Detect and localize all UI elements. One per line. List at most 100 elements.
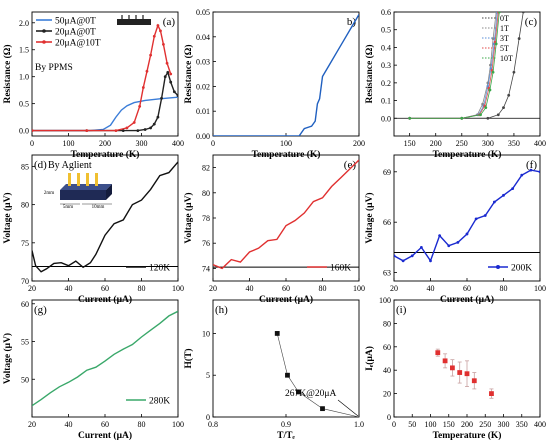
- legend-marker: [42, 29, 46, 33]
- data-point: [484, 106, 488, 110]
- data-point: [507, 93, 511, 97]
- y-tick-label: 2.0: [19, 19, 29, 28]
- data-point: [494, 42, 498, 46]
- legend-label: 50μA@0T: [55, 17, 96, 27]
- x-tick-label: 100: [172, 420, 184, 429]
- panel-8: 0.8 0.9 1.0 0 5 10 T/Tₑ H(T) (h) 267K@20μA: [183, 299, 364, 441]
- inset-label: 2mm: [44, 191, 54, 196]
- x-tick-label: 200: [353, 139, 365, 148]
- y-tick-label: 0.4: [381, 43, 391, 52]
- y-tick-label: 0.5: [381, 26, 391, 35]
- data-point: [456, 240, 460, 244]
- data-point: [447, 244, 451, 248]
- x-tick-label: 350: [508, 139, 520, 148]
- x-tick-label: 100: [280, 139, 292, 148]
- x-tick-label: 40: [65, 420, 73, 429]
- series-line: [213, 14, 359, 136]
- inset-schematic: 2mm 5mm 10mm: [44, 173, 112, 210]
- y-tick-label: 70: [21, 277, 29, 286]
- data-point: [479, 113, 482, 117]
- y-tick-label: 40: [383, 366, 391, 375]
- data-point: [136, 129, 140, 133]
- plot-frame: [393, 154, 541, 282]
- series-line: [32, 96, 178, 132]
- data-point: [435, 350, 441, 356]
- data-point: [156, 24, 160, 27]
- y-tick-label: 1.5: [19, 46, 29, 55]
- y-tick-label: 80: [383, 319, 391, 328]
- data-point: [483, 214, 487, 217]
- x-axis-label: Temperature (K): [433, 430, 502, 441]
- x-tick-label: 100: [534, 284, 546, 293]
- data-point: [121, 129, 125, 133]
- data-point: [502, 106, 505, 110]
- x-tick-label: 400: [534, 139, 546, 148]
- y-tick-label: 82: [202, 164, 210, 173]
- data-point: [138, 104, 142, 108]
- x-axis-label: Current (μA): [259, 294, 313, 305]
- x-axis-label: Temperature (K): [252, 149, 321, 160]
- panel-label: (f): [526, 159, 537, 171]
- x-tick-label: 20: [209, 284, 217, 293]
- x-tick-label: 300: [136, 139, 148, 148]
- x-tick-label: 350: [516, 420, 528, 429]
- data-point: [165, 61, 169, 65]
- legend-label: 200K: [511, 264, 532, 274]
- panel-9: 0 50 100 150 200 250 300 350 400020406080100Temp…: [364, 296, 546, 441]
- data-point: [429, 259, 432, 263]
- x-tick-label: 20: [28, 420, 36, 429]
- y-tick-label: 10: [202, 329, 210, 338]
- panel-4: 20 40 60 80 100 70 75 80 85 Current (μA) Voltage (…: [2, 154, 184, 305]
- data-point: [172, 90, 176, 94]
- plot-area: [408, 12, 525, 120]
- contact-pin: [95, 173, 98, 186]
- data-point: [32, 129, 34, 133]
- data-point: [85, 129, 89, 133]
- x-axis-label: Current (μA): [440, 294, 494, 305]
- data-point: [274, 331, 280, 336]
- legend-label: 20μA@10T: [55, 39, 101, 49]
- data-point: [145, 69, 149, 73]
- data-point: [517, 37, 521, 40]
- data-point: [486, 116, 490, 120]
- series-line: [409, 12, 498, 119]
- plot-frame: [212, 154, 360, 282]
- x-tick-label: 80: [319, 284, 327, 293]
- panel-label: b): [347, 16, 357, 28]
- annotation-text: By PPMS: [35, 63, 73, 73]
- legend-label: 1T: [500, 24, 509, 33]
- plot-area: [435, 348, 494, 399]
- data-point: [492, 200, 496, 204]
- data-point: [296, 389, 301, 395]
- y-tick-label: 0.5: [19, 100, 29, 109]
- x-tick-label: 100: [353, 284, 365, 293]
- schematic-top: [60, 184, 112, 190]
- data-point: [419, 246, 423, 249]
- device-body: [117, 19, 151, 25]
- annotation-text: By Aglient: [48, 160, 92, 171]
- data-point: [489, 391, 494, 396]
- data-point: [152, 34, 156, 38]
- legend-label: 0T: [500, 14, 509, 23]
- device-pin: [135, 15, 137, 19]
- x-tick-label: 400: [172, 139, 184, 148]
- x-tick-label: 40: [427, 284, 435, 293]
- y-tick-label: 76: [202, 239, 210, 248]
- series-line: [409, 12, 500, 119]
- y-axis-label: Voltage (μV): [364, 192, 375, 243]
- legend-label: 160K: [330, 264, 351, 274]
- y-tick-label: 66: [383, 218, 391, 227]
- x-tick-label: 40: [65, 284, 73, 293]
- x-tick-label: 400: [534, 420, 546, 429]
- y-axis-label: Resistance (Ω): [183, 44, 194, 103]
- y-tick-label: 69: [383, 168, 391, 177]
- y-tick-label: 20: [383, 390, 391, 399]
- x-tick-label: 250: [456, 139, 468, 148]
- y-tick-label: 50: [21, 375, 29, 384]
- data-point: [438, 234, 442, 238]
- panel-3: 150 200 250 300 350 400 0.0 0.1 0.2 0.3 0.4 0.5 0.6 T…: [364, 8, 546, 160]
- contact-pin: [77, 173, 80, 186]
- legend-label: 120K: [149, 264, 170, 274]
- x-tick-label: 50: [408, 420, 416, 429]
